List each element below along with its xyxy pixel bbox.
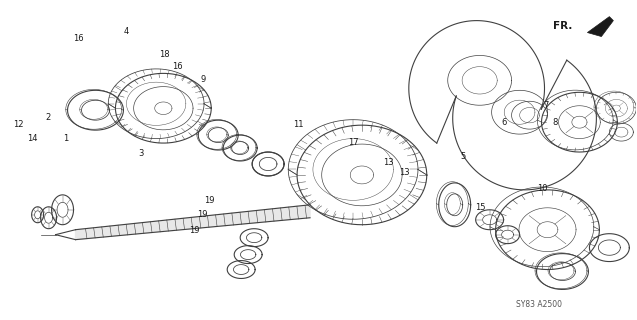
Text: 16: 16	[73, 35, 83, 44]
Text: 19: 19	[204, 196, 215, 205]
Polygon shape	[259, 157, 277, 171]
Text: 4: 4	[124, 28, 129, 36]
Text: 19: 19	[189, 226, 200, 235]
Text: 12: 12	[13, 120, 24, 129]
Text: 7: 7	[543, 101, 548, 110]
Text: 2: 2	[46, 114, 51, 123]
Text: 5: 5	[461, 152, 466, 161]
Text: 13: 13	[399, 168, 410, 177]
Text: 17: 17	[348, 138, 359, 147]
Text: 16: 16	[172, 62, 183, 71]
Text: 14: 14	[27, 134, 38, 143]
Text: 18: 18	[159, 50, 170, 59]
Text: 10: 10	[537, 184, 547, 193]
Text: 15: 15	[475, 203, 486, 212]
Text: 3: 3	[138, 149, 143, 158]
Text: SY83 A2500: SY83 A2500	[515, 300, 562, 308]
Text: 9: 9	[200, 75, 206, 84]
Text: 1: 1	[63, 134, 68, 143]
Polygon shape	[587, 17, 613, 36]
Text: 13: 13	[383, 158, 394, 167]
Text: 8: 8	[552, 118, 557, 127]
Text: FR.: FR.	[553, 20, 573, 31]
Text: 11: 11	[293, 120, 303, 130]
Polygon shape	[76, 205, 310, 240]
Text: 6: 6	[501, 118, 507, 127]
Text: 19: 19	[197, 210, 208, 219]
